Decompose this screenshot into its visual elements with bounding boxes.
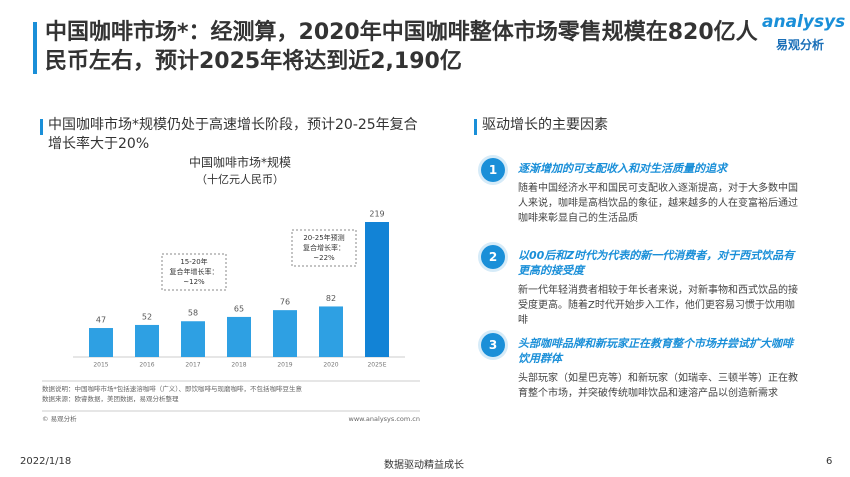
annotation-text: 复合年增长率： (170, 267, 219, 276)
data-label: 65 (234, 304, 244, 313)
footnote: 数据说明：中国咖啡市场*包括速溶咖啡（广义）、即饮咖啡与现磨咖啡，不包括咖啡豆生… (42, 384, 303, 393)
data-label: 82 (326, 294, 336, 303)
data-label: 47 (96, 316, 106, 325)
section-heading: 中国咖啡市场*规模仍处于高速增长阶段，预计20-25年复合增长率大于20% (48, 117, 418, 152)
footnote: 数据来源：欧睿数据，美团数据，易观分析整理 (42, 394, 179, 403)
bar (181, 321, 205, 357)
factor-body: 随着中国经济水平和国民可支配收入逐渐提高，对于大多数中国人来说，咖啡是高档饮品的… (518, 183, 798, 224)
title-accent (33, 22, 37, 74)
data-label: 52 (142, 312, 152, 321)
annotation-box (161, 253, 227, 291)
logo-text: analysys (762, 12, 846, 32)
footer-date: 2022/1/18 (20, 456, 72, 467)
annotation-text: 15-20年 (180, 257, 207, 266)
x-tick-label: 2020 (323, 362, 338, 369)
annotation-box (291, 229, 357, 267)
chart-title: 中国咖啡市场*规模 (189, 155, 291, 170)
data-label: 219 (369, 210, 384, 219)
annotation-text: 复合增长率： (303, 243, 345, 252)
footer-slogan: 数据驱动精益成长 (384, 460, 464, 471)
x-tick-label: 2015 (93, 362, 108, 369)
section-heading: 驱动增长的主要因素 (482, 117, 608, 133)
page-number: 6 (826, 456, 833, 467)
data-label: 58 (188, 309, 198, 318)
annotation-text: 20-25年预测 (303, 233, 344, 242)
section-accent (474, 119, 477, 135)
factor-number: 1 (481, 158, 505, 182)
x-tick-label: 2016 (139, 362, 154, 369)
chart-subtitle: （十亿元人民币） (196, 172, 284, 186)
source: © 易观分析 (42, 414, 77, 423)
section-accent (40, 119, 43, 135)
annotation-text: ~12% (183, 278, 205, 286)
bar (89, 328, 113, 357)
slide-title: 中国咖啡市场*：经测算，2020年中国咖啡整体市场零售规模在820亿人民币左右，… (45, 20, 758, 74)
factor-body: 新一代年轻消费者相较于年长者来说，对新事物和西式饮品的接受度更高。随着Z时代开始… (518, 285, 798, 326)
factor-title: 头部咖啡品牌和新玩家正在教育整个市场并尝试扩大咖啡饮用群体 (518, 337, 793, 365)
bar (273, 310, 297, 357)
factor-title: 逐渐增加的可支配收入和对生活质量的追求 (518, 162, 727, 175)
factor-number: 2 (481, 245, 505, 269)
x-tick-label: 2025E (367, 362, 386, 369)
bar (365, 222, 389, 357)
x-tick-label: 2017 (185, 362, 200, 369)
factor-title: 以00后和Z时代为代表的新一代消费者，对于西式饮品有更高的接受度 (518, 249, 795, 277)
bar (227, 316, 251, 357)
bar (319, 306, 343, 357)
x-tick-label: 2018 (231, 362, 246, 369)
url: www.analysys.com.cn (349, 415, 420, 423)
factor-body: 头部玩家（如星巴克等）和新玩家（如瑞幸、三顿半等）正在教育整个市场，并突破传统咖… (518, 373, 798, 399)
factor-number: 3 (481, 333, 505, 357)
annotation-text: ~22% (313, 254, 335, 262)
bar (135, 324, 159, 357)
logo-subtext: 易观分析 (776, 38, 825, 52)
x-tick-label: 2019 (277, 362, 292, 369)
data-label: 76 (280, 298, 290, 307)
